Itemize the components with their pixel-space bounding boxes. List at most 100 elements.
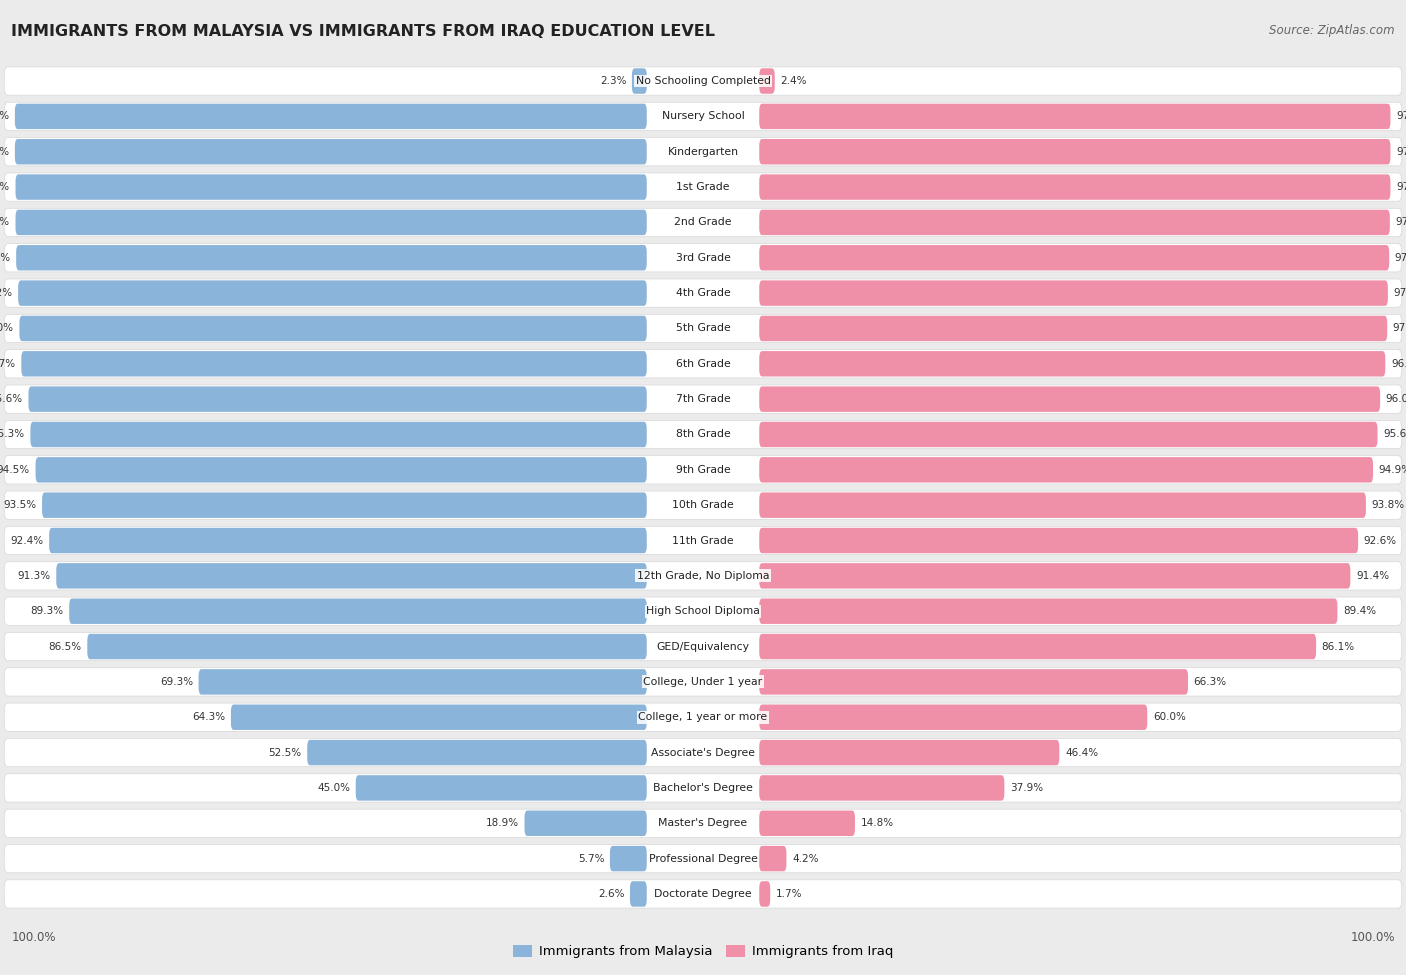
FancyBboxPatch shape <box>759 810 855 836</box>
Text: 92.6%: 92.6% <box>1364 535 1398 546</box>
FancyBboxPatch shape <box>42 492 647 518</box>
FancyBboxPatch shape <box>4 491 1402 520</box>
Text: 96.8%: 96.8% <box>1391 359 1406 369</box>
Text: No Schooling Completed: No Schooling Completed <box>636 76 770 86</box>
Text: 93.8%: 93.8% <box>1371 500 1405 510</box>
Text: 95.3%: 95.3% <box>0 429 25 440</box>
FancyBboxPatch shape <box>4 526 1402 555</box>
FancyBboxPatch shape <box>4 350 1402 378</box>
FancyBboxPatch shape <box>4 385 1402 413</box>
Text: Professional Degree: Professional Degree <box>648 853 758 864</box>
Text: 95.6%: 95.6% <box>0 394 22 405</box>
FancyBboxPatch shape <box>4 633 1402 661</box>
FancyBboxPatch shape <box>630 881 647 907</box>
Text: Bachelor's Degree: Bachelor's Degree <box>652 783 754 793</box>
Text: 46.4%: 46.4% <box>1064 748 1098 758</box>
FancyBboxPatch shape <box>56 564 647 589</box>
FancyBboxPatch shape <box>759 457 1374 483</box>
Text: 2nd Grade: 2nd Grade <box>675 217 731 227</box>
FancyBboxPatch shape <box>759 245 1389 270</box>
Text: 14.8%: 14.8% <box>860 818 894 829</box>
FancyBboxPatch shape <box>4 102 1402 131</box>
FancyBboxPatch shape <box>4 809 1402 838</box>
FancyBboxPatch shape <box>759 492 1365 518</box>
Text: 97.1%: 97.1% <box>1393 324 1406 333</box>
Text: 9th Grade: 9th Grade <box>676 465 730 475</box>
Text: 94.5%: 94.5% <box>0 465 30 475</box>
FancyBboxPatch shape <box>759 281 1388 306</box>
FancyBboxPatch shape <box>759 599 1337 624</box>
FancyBboxPatch shape <box>4 844 1402 873</box>
FancyBboxPatch shape <box>356 775 647 800</box>
Text: Source: ZipAtlas.com: Source: ZipAtlas.com <box>1270 24 1395 37</box>
Text: College, 1 year or more: College, 1 year or more <box>638 712 768 722</box>
Text: 91.4%: 91.4% <box>1355 570 1389 581</box>
Text: 97.7%: 97.7% <box>0 146 10 157</box>
Text: 96.0%: 96.0% <box>1386 394 1406 405</box>
FancyBboxPatch shape <box>15 175 647 200</box>
Text: 52.5%: 52.5% <box>269 748 301 758</box>
Text: 66.3%: 66.3% <box>1194 677 1227 687</box>
Text: 1st Grade: 1st Grade <box>676 182 730 192</box>
FancyBboxPatch shape <box>15 210 647 235</box>
Text: 91.3%: 91.3% <box>17 570 51 581</box>
Text: 4th Grade: 4th Grade <box>676 288 730 298</box>
Text: 97.6%: 97.6% <box>1396 111 1406 122</box>
FancyBboxPatch shape <box>4 137 1402 166</box>
Text: 7th Grade: 7th Grade <box>676 394 730 405</box>
FancyBboxPatch shape <box>759 740 1059 765</box>
Text: 93.5%: 93.5% <box>3 500 37 510</box>
FancyBboxPatch shape <box>15 139 647 165</box>
FancyBboxPatch shape <box>4 420 1402 449</box>
Text: IMMIGRANTS FROM MALAYSIA VS IMMIGRANTS FROM IRAQ EDUCATION LEVEL: IMMIGRANTS FROM MALAYSIA VS IMMIGRANTS F… <box>11 24 716 39</box>
Text: 5.7%: 5.7% <box>578 853 605 864</box>
Text: Kindergarten: Kindergarten <box>668 146 738 157</box>
Text: 94.9%: 94.9% <box>1379 465 1406 475</box>
Text: 69.3%: 69.3% <box>160 677 193 687</box>
Text: 86.1%: 86.1% <box>1322 642 1355 651</box>
FancyBboxPatch shape <box>759 68 775 94</box>
FancyBboxPatch shape <box>18 281 647 306</box>
Text: 95.6%: 95.6% <box>1384 429 1406 440</box>
FancyBboxPatch shape <box>15 103 647 129</box>
Text: 89.3%: 89.3% <box>31 606 63 616</box>
FancyBboxPatch shape <box>759 669 1188 694</box>
Text: GED/Equivalency: GED/Equivalency <box>657 642 749 651</box>
FancyBboxPatch shape <box>4 67 1402 96</box>
FancyBboxPatch shape <box>87 634 647 659</box>
FancyBboxPatch shape <box>4 455 1402 484</box>
FancyBboxPatch shape <box>21 351 647 376</box>
FancyBboxPatch shape <box>759 139 1391 165</box>
FancyBboxPatch shape <box>4 173 1402 201</box>
Text: 97.6%: 97.6% <box>0 217 10 227</box>
Text: Master's Degree: Master's Degree <box>658 818 748 829</box>
Text: 97.2%: 97.2% <box>0 288 13 298</box>
Text: 89.4%: 89.4% <box>1343 606 1376 616</box>
Text: 8th Grade: 8th Grade <box>676 429 730 440</box>
Text: 100.0%: 100.0% <box>11 931 56 945</box>
Text: 10th Grade: 10th Grade <box>672 500 734 510</box>
FancyBboxPatch shape <box>4 703 1402 731</box>
Text: 92.4%: 92.4% <box>10 535 44 546</box>
Text: 64.3%: 64.3% <box>193 712 225 722</box>
Text: 97.5%: 97.5% <box>0 253 10 263</box>
Text: 4.2%: 4.2% <box>792 853 818 864</box>
FancyBboxPatch shape <box>28 386 647 411</box>
FancyBboxPatch shape <box>20 316 647 341</box>
FancyBboxPatch shape <box>759 175 1391 200</box>
FancyBboxPatch shape <box>631 68 647 94</box>
Text: 2.6%: 2.6% <box>598 889 624 899</box>
Text: 12th Grade, No Diploma: 12th Grade, No Diploma <box>637 570 769 581</box>
Text: 3rd Grade: 3rd Grade <box>675 253 731 263</box>
FancyBboxPatch shape <box>759 775 1004 800</box>
FancyBboxPatch shape <box>759 634 1316 659</box>
Text: 45.0%: 45.0% <box>318 783 350 793</box>
Text: 97.6%: 97.6% <box>1396 146 1406 157</box>
FancyBboxPatch shape <box>4 209 1402 237</box>
Text: 5th Grade: 5th Grade <box>676 324 730 333</box>
FancyBboxPatch shape <box>35 457 647 483</box>
FancyBboxPatch shape <box>49 527 647 553</box>
FancyBboxPatch shape <box>759 846 786 872</box>
FancyBboxPatch shape <box>307 740 647 765</box>
FancyBboxPatch shape <box>759 316 1388 341</box>
